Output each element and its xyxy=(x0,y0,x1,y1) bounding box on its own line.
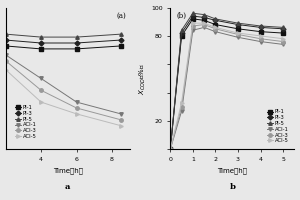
Text: (a): (a) xyxy=(116,12,126,20)
Text: a: a xyxy=(65,183,70,191)
Legend: PI-1, PI-3, PI-5, ACI-1, ACI-3, ACI-5: PI-1, PI-3, PI-5, ACI-1, ACI-3, ACI-5 xyxy=(14,105,37,140)
X-axis label: Time（h）: Time（h） xyxy=(52,168,83,174)
Text: (b): (b) xyxy=(176,12,187,20)
Y-axis label: $X_{COD}$（%）: $X_{COD}$（%） xyxy=(138,62,148,95)
Text: b: b xyxy=(230,183,236,191)
X-axis label: Time（h）: Time（h） xyxy=(218,168,248,174)
Legend: PI-1, PI-3, PI-5, ACI-1, ACI-3, ACI-5: PI-1, PI-3, PI-5, ACI-1, ACI-3, ACI-5 xyxy=(266,109,289,144)
